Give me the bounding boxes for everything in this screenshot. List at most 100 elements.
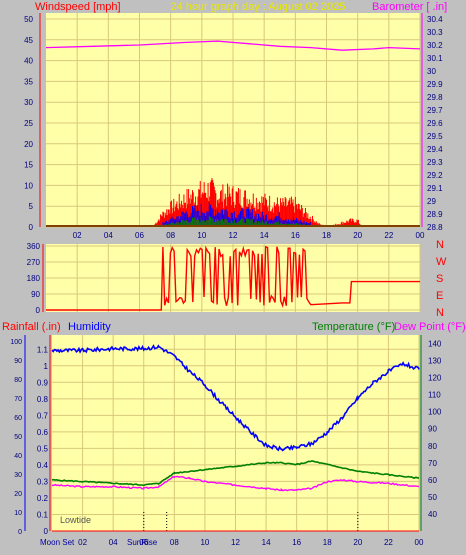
barometer-y-tick-label: 29 [427, 197, 436, 206]
x-tick-label: 20 [353, 231, 362, 240]
direction-letter-label: S [436, 273, 443, 285]
direction-y-tick-label: 270 [27, 258, 41, 267]
x-tick-label: 18 [322, 231, 331, 240]
rainfall-y-tick-label: 1.1 [37, 345, 49, 354]
wind-y-tick-label: 10 [24, 181, 33, 190]
wind-y-tick-label: 25 [24, 119, 33, 128]
temperature-y-tick-label: 60 [428, 476, 437, 485]
temperature-y-tick-label: 40 [428, 510, 437, 519]
direction-letter-label: E [436, 290, 443, 302]
humidity-y-tick-label: 20 [14, 491, 22, 498]
rainfall-y-tick-label: 0.8 [37, 395, 49, 404]
direction-y-tick-label: 180 [27, 274, 41, 283]
rainfall-axis-title: Rainfall (.in) [2, 321, 61, 333]
direction-letter-label: W [436, 256, 447, 268]
barometer-y-tick-label: 29.7 [427, 106, 443, 115]
wind-direction-line [46, 245, 420, 311]
temperature-y-tick-label: 120 [428, 374, 442, 383]
rainfall-y-tick-label: 0.7 [37, 411, 49, 420]
humidity-y-tick-label: 10 [14, 510, 22, 517]
temperature-y-tick-label: 130 [428, 357, 442, 366]
rainfall-y-tick-label: 0.2 [37, 494, 49, 503]
barometer-y-tick-label: 29.5 [427, 132, 443, 141]
temperature-y-tick-label: 80 [428, 442, 437, 451]
rainfall-y-tick-label: 0.3 [37, 477, 49, 486]
moon-set-annotation: Moon Set [40, 538, 75, 547]
humidity-y-tick-label: 70 [14, 396, 22, 403]
x-tick-label: 00 [416, 231, 425, 240]
windspeed-axis-title: Windspeed [mph] [35, 1, 121, 13]
barometer-y-tick-label: 29.8 [427, 93, 443, 102]
wind-y-tick-label: 35 [24, 77, 33, 86]
barometer-y-tick-label: 28.9 [427, 210, 443, 219]
rainfall-y-tick-label: 0.5 [37, 444, 49, 453]
barometer-line [45, 40, 421, 51]
x-tick-label: 16 [291, 231, 300, 240]
x-tick-label: 04 [104, 231, 113, 240]
temperature-y-tick-label: 100 [428, 408, 442, 417]
wind-y-tick-label: 5 [29, 202, 34, 211]
rainfall-y-tick-label: 1 [44, 362, 49, 371]
lowtide-annotation: Lowtide [60, 515, 91, 525]
barometer-y-tick-label: 28.8 [427, 223, 443, 232]
x-tick-label: 12 [231, 538, 240, 547]
barometer-y-tick-label: 29.3 [427, 158, 443, 167]
x-tick-label: 02 [73, 231, 82, 240]
rainfall-y-tick-label: 0 [44, 527, 49, 536]
x-tick-label: 20 [353, 538, 362, 547]
temperature-line [51, 460, 420, 487]
humidity-y-tick-label: 50 [14, 434, 22, 441]
x-tick-label: 12 [229, 231, 238, 240]
barometer-y-tick-label: 29.9 [427, 80, 443, 89]
temp-humidity-panel: 02 04 06 08 10 12 14 16 18 20 22 0000.10.20.30.40.5… [10, 335, 442, 547]
temperature-y-tick-label: 70 [428, 459, 437, 468]
x-tick-label: 08 [170, 538, 179, 547]
x-tick-label: 14 [260, 231, 269, 240]
x-tick-label: 02 [78, 538, 87, 547]
x-tick-label: 00 [415, 538, 424, 547]
direction-letter-label: N [436, 239, 444, 251]
sunrise-annotation: SunRise [127, 538, 158, 547]
x-tick-label: 10 [197, 231, 206, 240]
wind-y-tick-label: 20 [24, 140, 33, 149]
x-tick-label: 06 [135, 231, 144, 240]
humidity-y-tick-label: 40 [14, 453, 22, 460]
rainfall-y-tick-label: 0.4 [37, 461, 49, 470]
barometer-y-tick-label: 30.3 [427, 28, 443, 37]
x-tick-label: 04 [109, 538, 118, 547]
rainfall-y-tick-label: 0.9 [37, 378, 49, 387]
temperature-y-tick-label: 140 [428, 340, 442, 349]
graph-title: 24 hour graph day : August 02 2025 [171, 1, 346, 13]
x-tick-label: 08 [166, 231, 175, 240]
humidity-axis-title: Humidity [68, 321, 111, 333]
temperature-axis-title: Temperature (°F) [312, 321, 395, 333]
x-tick-label: 10 [200, 538, 209, 547]
x-tick-label: 22 [384, 538, 393, 547]
dew-point-line [51, 475, 420, 492]
x-tick-label: 18 [323, 538, 332, 547]
barometer-y-tick-label: 29.6 [427, 119, 443, 128]
wind-y-tick-label: 45 [24, 36, 33, 45]
humidity-y-tick-label: 80 [14, 377, 22, 384]
temperature-y-tick-label: 90 [428, 425, 437, 434]
humidity-y-tick-label: 100 [10, 339, 22, 346]
wind-y-tick-label: 0 [29, 223, 34, 232]
x-tick-label: 14 [262, 538, 271, 547]
wind-y-tick-label: 30 [24, 98, 33, 107]
barometer-axis-title: Barometer [ .in] [372, 1, 447, 13]
temperature-y-tick-label: 110 [428, 391, 441, 400]
direction-letter-label: N [436, 307, 444, 319]
wind-y-tick-label: 40 [24, 57, 33, 66]
barometer-y-tick-label: 29.4 [427, 145, 443, 154]
x-tick-label: 16 [292, 538, 301, 547]
rainfall-y-tick-label: 0.1 [37, 510, 49, 519]
direction-y-tick-label: 90 [31, 290, 40, 299]
wind-barometer-panel: 02 04 06 08 10 12 14 16 18 20 22 000510152025303540… [24, 13, 443, 240]
humidity-y-tick-label: 0 [18, 529, 22, 536]
x-tick-label: 06 [139, 538, 148, 547]
wind-y-tick-label: 50 [24, 15, 33, 24]
barometer-y-tick-label: 30 [427, 67, 436, 76]
humidity-y-tick-label: 30 [14, 472, 22, 479]
